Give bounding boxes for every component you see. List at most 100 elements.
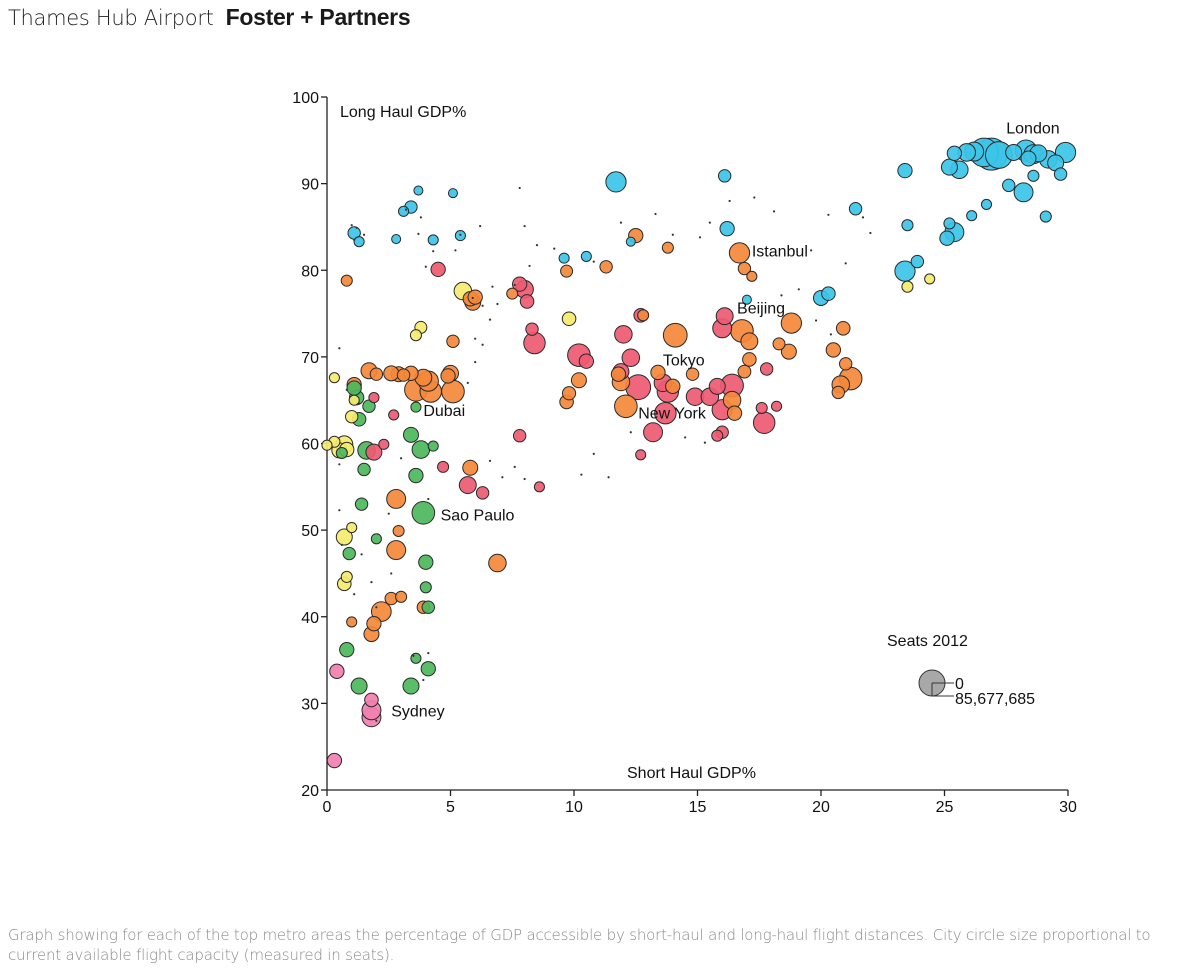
city-point-minor[interactable]	[353, 238, 356, 242]
city-point-africa[interactable]	[340, 570, 353, 583]
city-point-south-america[interactable]	[402, 426, 419, 443]
city-point-minor[interactable]	[728, 199, 731, 203]
city-point-asia-middle-east[interactable]	[614, 394, 638, 419]
city-point-asia-middle-east[interactable]	[780, 312, 802, 334]
city-point-europe[interactable]	[1053, 167, 1068, 181]
city-point-south-america[interactable]	[350, 677, 368, 695]
city-point-asia-middle-east[interactable]	[661, 241, 674, 254]
city-point-americas-north-asia[interactable]	[759, 362, 774, 376]
city-point-minor[interactable]	[358, 402, 361, 405]
city-point-minor[interactable]	[419, 216, 422, 219]
city-point-europe[interactable]	[848, 202, 863, 216]
city-point-minor[interactable]	[861, 216, 865, 219]
city-point-europe[interactable]	[717, 169, 732, 183]
city-point-minor[interactable]	[432, 250, 435, 253]
city-point-minor[interactable]	[481, 304, 484, 307]
city-point-asia-middle-east[interactable]	[446, 334, 460, 348]
city-point-minor[interactable]	[370, 581, 373, 584]
city-point-oceania[interactable]	[364, 692, 379, 708]
city-point-minor[interactable]	[474, 360, 477, 364]
city-point-minor[interactable]	[417, 232, 420, 235]
city-point-europe[interactable]	[939, 230, 955, 246]
city-point-europe[interactable]	[940, 158, 958, 176]
city-point-minor[interactable]	[390, 572, 393, 575]
city-point-minor[interactable]	[355, 226, 358, 229]
city-point-americas-north-asia[interactable]	[475, 486, 490, 500]
city-point-africa[interactable]	[901, 280, 914, 293]
city-point-americas-north-asia[interactable]	[365, 443, 383, 461]
city-point-americas-north-asia[interactable]	[378, 438, 390, 450]
city-point-asia-middle-east[interactable]	[560, 264, 574, 278]
city-point-south-america[interactable]	[418, 554, 434, 570]
city-point-africa[interactable]	[561, 311, 577, 327]
city-point-asia-middle-east[interactable]	[839, 357, 853, 371]
city-point-asia-middle-east[interactable]	[340, 274, 353, 287]
city-point-europe[interactable]	[943, 217, 956, 230]
city-point-asia-middle-east[interactable]	[637, 309, 650, 322]
city-point-minor[interactable]	[607, 476, 610, 479]
city-point-south-america[interactable]	[354, 497, 369, 511]
city-point-americas-north-asia[interactable]	[437, 460, 450, 473]
city-point-americas-north-asia[interactable]	[430, 261, 446, 278]
city-point-asia-middle-east[interactable]	[737, 364, 752, 379]
city-point-asia-middle-east[interactable]	[737, 261, 752, 276]
city-point-south-america[interactable]	[410, 652, 422, 664]
city-point-minor[interactable]	[827, 213, 830, 216]
city-point-americas-north-asia[interactable]	[621, 348, 641, 368]
city-point-minor[interactable]	[869, 231, 872, 235]
city-point-europe[interactable]	[946, 145, 963, 161]
city-point-americas-north-asia[interactable]	[770, 400, 783, 412]
city-point-europe[interactable]	[821, 286, 836, 301]
city-point-minor[interactable]	[814, 319, 818, 322]
city-point-south-america[interactable]	[370, 533, 382, 545]
city-point-minor[interactable]	[513, 283, 516, 287]
city-point-minor[interactable]	[684, 436, 687, 439]
city-point-minor[interactable]	[501, 476, 504, 479]
city-point-minor[interactable]	[844, 262, 847, 265]
city-point-minor[interactable]	[523, 477, 526, 481]
city-point-minor[interactable]	[338, 347, 341, 350]
city-point-minor[interactable]	[479, 224, 482, 228]
city-point-south-america[interactable]	[420, 661, 436, 677]
city-point-europe[interactable]	[1027, 169, 1040, 182]
city-point-minor[interactable]	[466, 381, 469, 384]
city-point-south-america[interactable]	[342, 546, 356, 561]
city-point-asia-middle-east[interactable]	[366, 616, 382, 632]
city-point-minor[interactable]	[698, 236, 702, 239]
city-point-asia-middle-east[interactable]	[740, 332, 759, 351]
city-point-americas-north-asia[interactable]	[533, 481, 545, 493]
city-point-americas-north-asia[interactable]	[614, 325, 633, 344]
city-point-europe[interactable]	[447, 188, 458, 199]
city-point-minor[interactable]	[708, 221, 711, 224]
city-point-minor[interactable]	[810, 249, 813, 252]
city-point-minor[interactable]	[400, 457, 403, 460]
city-point-minor[interactable]	[797, 288, 800, 291]
city-point-americas-north-asia[interactable]	[458, 476, 477, 495]
city-point-americas-north-asia[interactable]	[708, 377, 726, 395]
city-point-south-america[interactable]	[421, 600, 435, 614]
city-point-minor[interactable]	[404, 208, 408, 211]
city-point-europe[interactable]	[1013, 182, 1034, 203]
city-point-americas-north-asia[interactable]	[715, 307, 734, 326]
city-point-americas-north-asia[interactable]	[755, 401, 768, 415]
city-point-minor[interactable]	[375, 719, 378, 722]
city-point-minor[interactable]	[671, 233, 674, 236]
city-point-europe[interactable]	[980, 198, 993, 210]
city-point-south-america[interactable]	[427, 440, 439, 452]
city-point-americas-north-asia[interactable]	[752, 411, 776, 434]
city-point-asia-middle-east[interactable]	[599, 260, 613, 274]
city-point-minor[interactable]	[424, 265, 427, 268]
city-point-minor[interactable]	[535, 244, 539, 247]
city-point-minor[interactable]	[474, 337, 477, 340]
city-point-asia-middle-east[interactable]	[746, 270, 758, 282]
city-point-africa[interactable]	[335, 528, 353, 546]
city-point-oceania[interactable]	[329, 663, 345, 679]
city-point-asia-middle-east[interactable]	[395, 590, 408, 603]
city-point-minor[interactable]	[619, 221, 623, 224]
city-point-americas-north-asia[interactable]	[654, 401, 677, 425]
city-point-minor[interactable]	[528, 264, 531, 268]
city-point-south-america[interactable]	[402, 677, 420, 695]
city-point-americas-north-asia[interactable]	[368, 392, 380, 404]
city-point-minor[interactable]	[353, 593, 356, 596]
city-point-minor[interactable]	[412, 654, 415, 657]
